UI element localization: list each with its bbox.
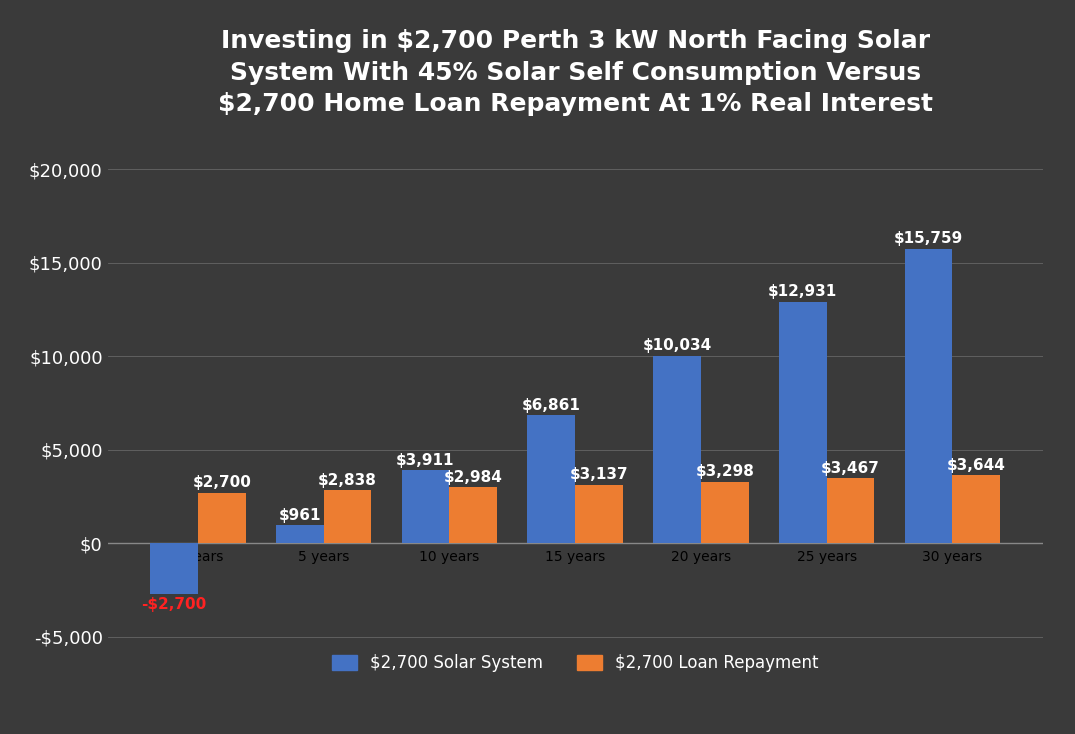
Bar bbox=[528, 415, 575, 543]
Bar bbox=[779, 302, 827, 543]
Bar bbox=[701, 482, 748, 543]
Bar bbox=[198, 493, 245, 543]
Text: $15,759: $15,759 bbox=[894, 231, 963, 247]
Text: $3,644: $3,644 bbox=[947, 458, 1006, 473]
Bar bbox=[905, 249, 952, 543]
Legend: $2,700 Solar System, $2,700 Loan Repayment: $2,700 Solar System, $2,700 Loan Repayme… bbox=[326, 647, 825, 679]
Bar bbox=[952, 475, 1000, 543]
Text: $3,298: $3,298 bbox=[696, 465, 755, 479]
Bar bbox=[324, 490, 371, 543]
Text: $2,984: $2,984 bbox=[444, 470, 503, 485]
Title: Investing in $2,700 Perth 3 kW North Facing Solar
System With 45% Solar Self Con: Investing in $2,700 Perth 3 kW North Fac… bbox=[217, 29, 933, 116]
Text: $10,034: $10,034 bbox=[643, 338, 712, 354]
Bar bbox=[654, 356, 701, 543]
Bar bbox=[402, 470, 449, 543]
Text: $3,137: $3,137 bbox=[570, 468, 628, 482]
Bar bbox=[575, 484, 622, 543]
Bar bbox=[276, 526, 324, 543]
Text: $2,838: $2,838 bbox=[318, 473, 377, 488]
Text: $961: $961 bbox=[278, 508, 321, 523]
Bar bbox=[449, 487, 497, 543]
Text: $6,861: $6,861 bbox=[521, 398, 580, 413]
Bar bbox=[151, 543, 198, 594]
Text: -$2,700: -$2,700 bbox=[141, 597, 206, 612]
Text: $3,911: $3,911 bbox=[397, 453, 455, 468]
Bar bbox=[827, 479, 874, 543]
Text: $2,700: $2,700 bbox=[192, 476, 252, 490]
Text: $12,931: $12,931 bbox=[769, 284, 837, 299]
Text: $3,467: $3,467 bbox=[821, 461, 880, 476]
